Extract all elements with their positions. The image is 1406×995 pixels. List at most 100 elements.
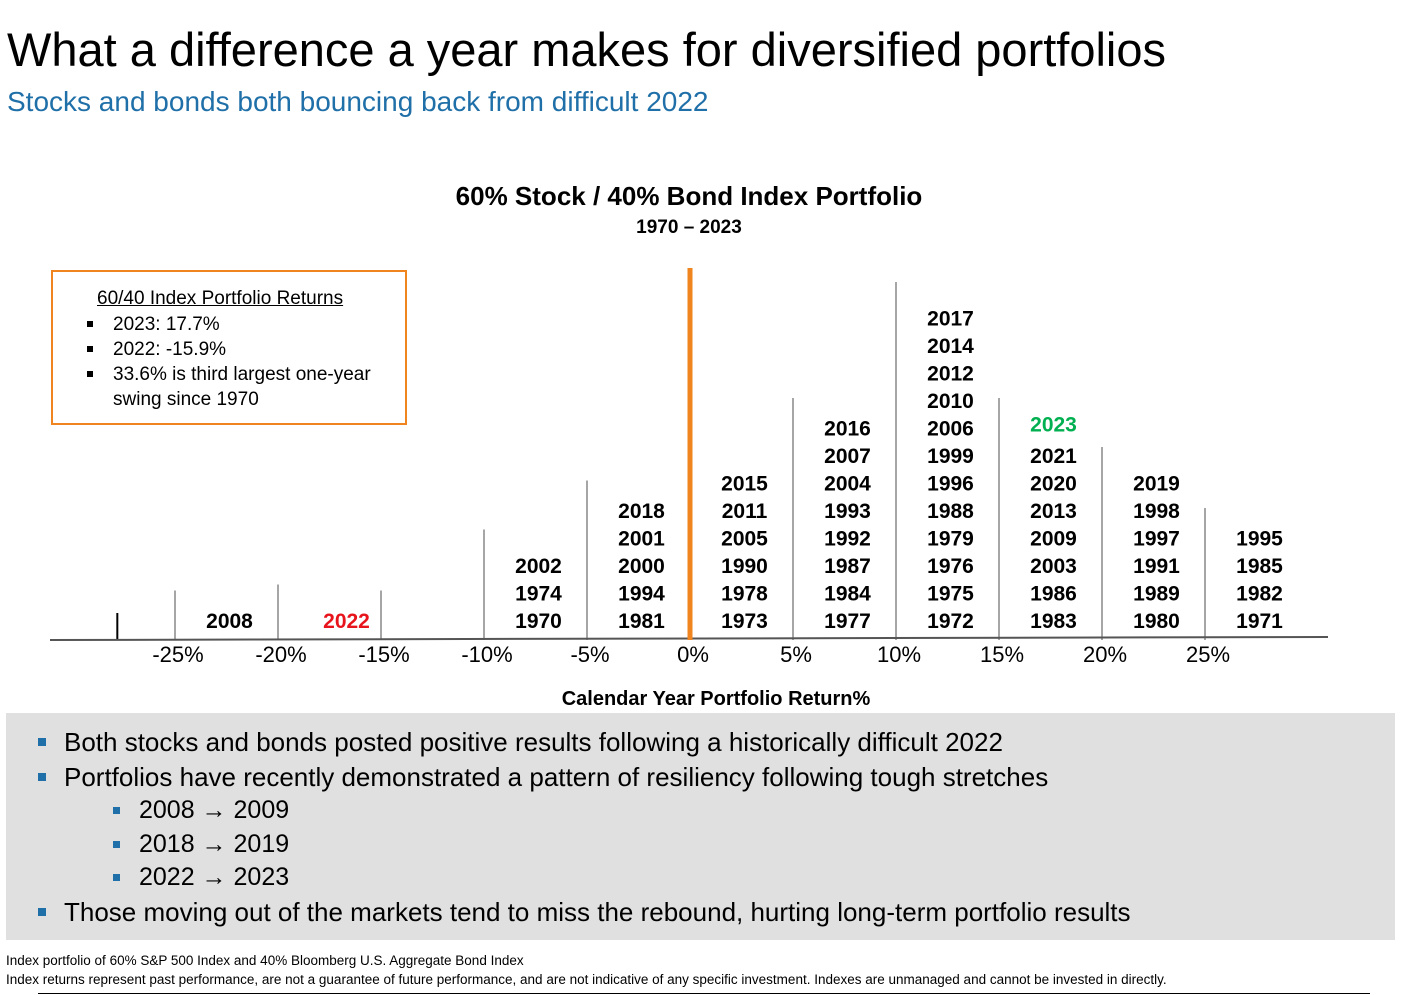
year-label: 2021 bbox=[1030, 445, 1077, 468]
x-tick-label: 20% bbox=[1083, 642, 1127, 667]
bullet-square-icon bbox=[38, 738, 46, 746]
year-label: 1988 bbox=[927, 500, 974, 523]
callout-list: 2023: 17.7% 2022: -15.9% 33.6% is third … bbox=[87, 312, 403, 412]
x-tick-label: -25% bbox=[152, 642, 203, 667]
year-label: 2014 bbox=[927, 335, 974, 358]
year-label: 1987 bbox=[824, 555, 871, 578]
year-label: 1997 bbox=[1133, 528, 1180, 551]
takeaway-text: 2022 → 2023 bbox=[139, 863, 290, 891]
returns-callout-box: 60/40 Index Portfolio Returns 2023: 17.7… bbox=[51, 270, 407, 425]
year-label: 1983 bbox=[1030, 610, 1077, 633]
takeaway-text: Those moving out of the markets tend to … bbox=[64, 897, 1131, 927]
x-tick-label: -20% bbox=[255, 642, 306, 667]
x-tick-label: 0% bbox=[677, 642, 709, 667]
page-title: What a difference a year makes for diver… bbox=[7, 23, 1167, 76]
year-label: 2022 bbox=[323, 610, 370, 633]
year-label: 2002 bbox=[515, 555, 562, 578]
year-label: 2007 bbox=[824, 445, 871, 468]
year-label: 1980 bbox=[1133, 610, 1180, 633]
year-label: 1991 bbox=[1133, 555, 1180, 578]
year-label: 1996 bbox=[927, 473, 974, 496]
year-label: 1990 bbox=[721, 555, 768, 578]
year-label: 1986 bbox=[1030, 583, 1077, 606]
year-label: 1974 bbox=[515, 583, 562, 606]
year-label: 1973 bbox=[721, 610, 768, 633]
year-label: 1992 bbox=[824, 528, 871, 551]
bullet-square-icon bbox=[113, 841, 120, 848]
year-label: 2011 bbox=[722, 500, 768, 523]
x-tick-label: -5% bbox=[570, 642, 609, 667]
x-tick-label: 25% bbox=[1186, 642, 1230, 667]
year-label: 1977 bbox=[824, 610, 871, 633]
year-label: 1982 bbox=[1236, 583, 1283, 606]
callout-item: 33.6% is third largest one-year swing si… bbox=[87, 362, 403, 412]
year-label: 2008 bbox=[206, 610, 253, 633]
footnote: Index portfolio of 60% S&P 500 Index and… bbox=[6, 953, 524, 968]
x-tick-label: -15% bbox=[358, 642, 409, 667]
x-tick-label: -10% bbox=[461, 642, 512, 667]
bottom-divider bbox=[38, 993, 1370, 994]
year-label: 1970 bbox=[515, 610, 562, 633]
year-label: 1972 bbox=[927, 610, 974, 633]
year-label: 2017 bbox=[927, 308, 974, 331]
takeaway-text: Portfolios have recently demonstrated a … bbox=[64, 762, 1049, 792]
year-label: 1989 bbox=[1133, 583, 1180, 606]
year-label: 1976 bbox=[927, 555, 974, 578]
year-label: 1998 bbox=[1133, 500, 1180, 523]
bullet-square-icon bbox=[113, 807, 120, 814]
page-subtitle: Stocks and bonds both bouncing back from… bbox=[7, 86, 709, 117]
bullet-square-icon bbox=[113, 874, 120, 881]
takeaway-sub-bullet: 2008 → 2009 bbox=[113, 796, 290, 825]
year-label: 2012 bbox=[927, 363, 974, 386]
year-label: 1971 bbox=[1236, 610, 1283, 633]
chart-title: 60% Stock / 40% Bond Index Portfolio bbox=[456, 181, 923, 211]
year-label: 2019 bbox=[1133, 473, 1180, 496]
year-label: 1984 bbox=[824, 583, 871, 606]
year-label: 2003 bbox=[1030, 555, 1077, 578]
return-histogram-chart: 60% Stock / 40% Bond Index Portfolio 197… bbox=[49, 181, 1329, 710]
year-label: 2001 bbox=[618, 528, 665, 551]
takeaway-text: 2018 → 2019 bbox=[139, 830, 290, 858]
bins-layer: 2008 2022 1970 1974 2002 1981 1994 2000 2001 2018… bbox=[116, 282, 1283, 640]
x-axis-label: Calendar Year Portfolio Return% bbox=[562, 688, 871, 710]
chart-subtitle: 1970 – 2023 bbox=[636, 217, 742, 238]
year-label: 1994 bbox=[618, 583, 665, 606]
year-label: 2005 bbox=[721, 528, 768, 551]
year-label: 2006 bbox=[927, 418, 974, 441]
x-tick-label: 10% bbox=[877, 642, 921, 667]
year-label: 1985 bbox=[1236, 555, 1283, 578]
year-label: 2004 bbox=[824, 473, 871, 496]
bullet-square-icon bbox=[38, 908, 46, 916]
year-label: 1995 bbox=[1236, 528, 1283, 551]
year-label: 1975 bbox=[927, 583, 974, 606]
takeaway-sub-bullet: 2018 → 2019 bbox=[113, 830, 290, 859]
callout-title: 60/40 Index Portfolio Returns bbox=[97, 288, 344, 309]
year-label: 2020 bbox=[1030, 473, 1077, 496]
takeaway-text: Both stocks and bonds posted positive re… bbox=[64, 727, 1003, 757]
x-tick-labels: -25% -20% -15% -10% -5% 0% 5% 10% 15% 20% 25% bbox=[152, 642, 1230, 667]
key-takeaways-panel: Both stocks and bonds posted positive re… bbox=[6, 713, 1395, 940]
takeaway-text: 2008 → 2009 bbox=[139, 796, 290, 824]
takeaway-sub-bullet: 2022 → 2023 bbox=[113, 863, 290, 892]
year-label: 2018 bbox=[618, 500, 665, 523]
callout-item: 2023: 17.7% bbox=[87, 312, 403, 337]
year-label: 1981 bbox=[618, 610, 665, 633]
takeaway-bullet: Both stocks and bonds posted positive re… bbox=[38, 727, 1003, 758]
year-label: 1978 bbox=[721, 583, 768, 606]
year-label: 2010 bbox=[927, 390, 974, 413]
takeaway-bullet: Portfolios have recently demonstrated a … bbox=[38, 762, 1049, 793]
year-label: 1993 bbox=[824, 500, 871, 523]
year-label: 1979 bbox=[927, 528, 974, 551]
year-label: 2015 bbox=[721, 473, 768, 496]
year-label: 2013 bbox=[1030, 500, 1077, 523]
footnote: Index returns represent past performance… bbox=[6, 972, 1167, 987]
year-label: 2009 bbox=[1030, 528, 1077, 551]
year-label: 2023 bbox=[1030, 414, 1077, 437]
takeaway-bullet: Those moving out of the markets tend to … bbox=[38, 897, 1131, 928]
year-label: 2016 bbox=[824, 418, 871, 441]
year-label: 2000 bbox=[618, 555, 665, 578]
year-label: 1999 bbox=[927, 445, 974, 468]
x-tick-label: 15% bbox=[980, 642, 1024, 667]
callout-item: 2022: -15.9% bbox=[87, 337, 403, 362]
x-tick-label: 5% bbox=[780, 642, 812, 667]
